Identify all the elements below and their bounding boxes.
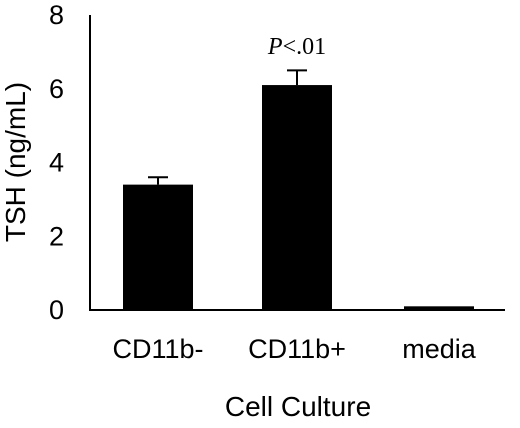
y-tick-label: 6 [49, 74, 64, 104]
y-tick-label: 0 [49, 295, 64, 325]
bar [262, 85, 332, 310]
x-tick-label: CD11b- [112, 334, 203, 364]
bar [404, 306, 474, 310]
x-axis-title: Cell Culture [225, 391, 371, 422]
y-tick-label: 2 [49, 221, 64, 251]
x-tick-label: CD11b+ [248, 334, 346, 364]
bar [123, 184, 193, 310]
bars-group [123, 69, 474, 310]
x-tick-label: media [402, 334, 477, 364]
y-tick-label: 8 [49, 0, 64, 30]
significance-annotation: P<.01 [267, 34, 326, 60]
y-axis-title: TSH (ng/mL) [0, 82, 31, 242]
y-tick-label: 4 [49, 148, 64, 178]
